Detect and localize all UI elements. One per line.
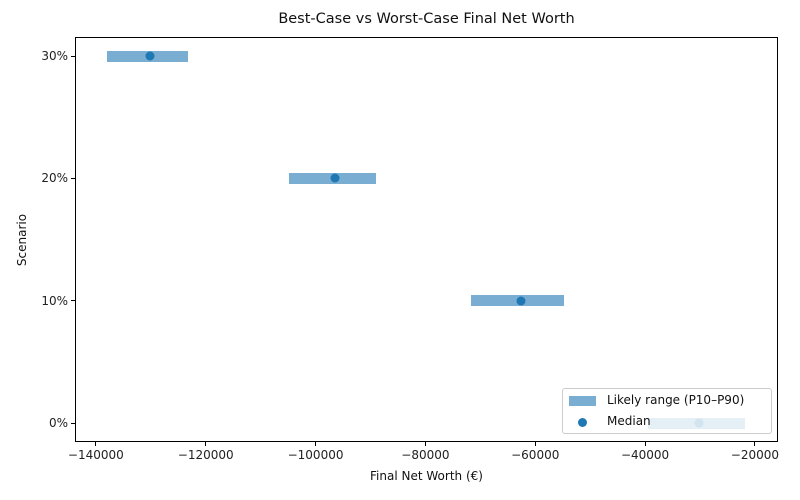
legend-range-swatch — [569, 396, 596, 406]
median-marker — [330, 173, 340, 183]
x-tick-label: −120000 — [177, 448, 234, 462]
plot-area — [75, 37, 778, 442]
y-tick — [71, 55, 75, 57]
y-tick-label: 30% — [41, 49, 68, 63]
x-tick-label: −40000 — [620, 448, 670, 462]
y-tick — [71, 177, 75, 179]
y-tick-label: 20% — [41, 171, 68, 186]
x-tick — [205, 442, 207, 446]
x-axis-label: Final Net Worth (€) — [370, 469, 483, 483]
y-tick-label: 10% — [41, 293, 68, 308]
x-tick — [534, 442, 536, 446]
x-tick — [315, 442, 317, 446]
x-tick-label: −80000 — [401, 448, 450, 462]
legend-range-label: Likely range (P10–P90) — [607, 393, 745, 407]
y-tick-label: 0% — [48, 416, 68, 430]
x-tick-label: −100000 — [287, 448, 344, 462]
y-tick — [71, 422, 75, 424]
x-tick-label: −60000 — [511, 448, 560, 462]
x-tick-label: −140000 — [67, 448, 124, 462]
chart-title: Best-Case vs Worst-Case Final Net Worth — [278, 11, 575, 27]
median-marker — [516, 296, 526, 306]
y-axis-label: Scenario — [15, 213, 29, 267]
legend-median-label: Median — [607, 414, 651, 428]
x-tick — [754, 442, 756, 446]
y-tick — [71, 300, 75, 302]
legend-median-marker — [578, 418, 587, 427]
x-tick-label: −20000 — [730, 448, 780, 462]
x-tick — [424, 442, 426, 446]
median-marker — [145, 51, 155, 61]
legend: Likely range (P10–P90) Median — [562, 388, 772, 434]
x-tick — [95, 442, 97, 446]
x-tick — [644, 442, 646, 446]
